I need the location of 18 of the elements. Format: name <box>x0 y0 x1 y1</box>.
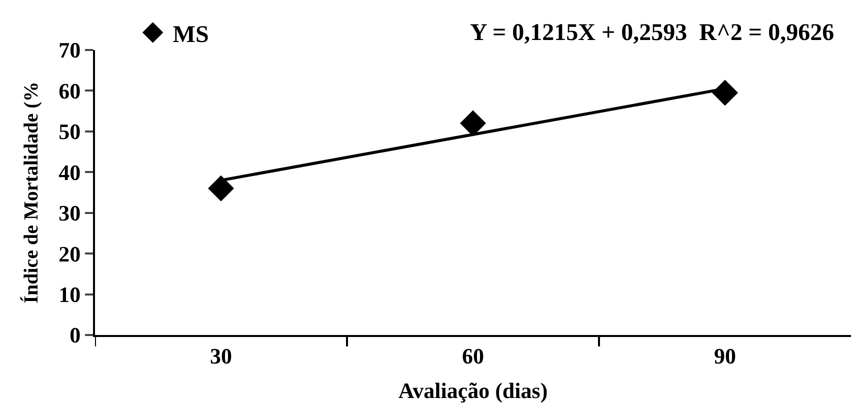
text: Y = 0,1215X + 0,2593 R^2 = 0,9626 <box>470 20 834 46</box>
y-tick-label: 30 <box>58 200 81 226</box>
x-tick-label: 30 <box>210 343 232 368</box>
x-tick-label: 90 <box>714 343 736 368</box>
legend-label: MS <box>172 22 209 48</box>
point <box>208 175 234 202</box>
y-tick-label: 70 <box>58 38 81 63</box>
point <box>712 80 738 106</box>
point <box>460 110 486 136</box>
y-tick-label: 20 <box>58 241 81 266</box>
x-tick-label: 60 <box>462 343 484 368</box>
y-tick-label: 60 <box>58 78 81 104</box>
y-tick-label: 40 <box>58 160 81 185</box>
x-axis-title: Avaliação (dias) <box>398 378 548 403</box>
y-tick-label: 0 <box>70 322 81 348</box>
y-axis-title: Índice de Mortalidade (% <box>20 82 43 304</box>
y-tick-label: 10 <box>58 282 81 307</box>
y-tick-label: 50 <box>58 119 81 144</box>
